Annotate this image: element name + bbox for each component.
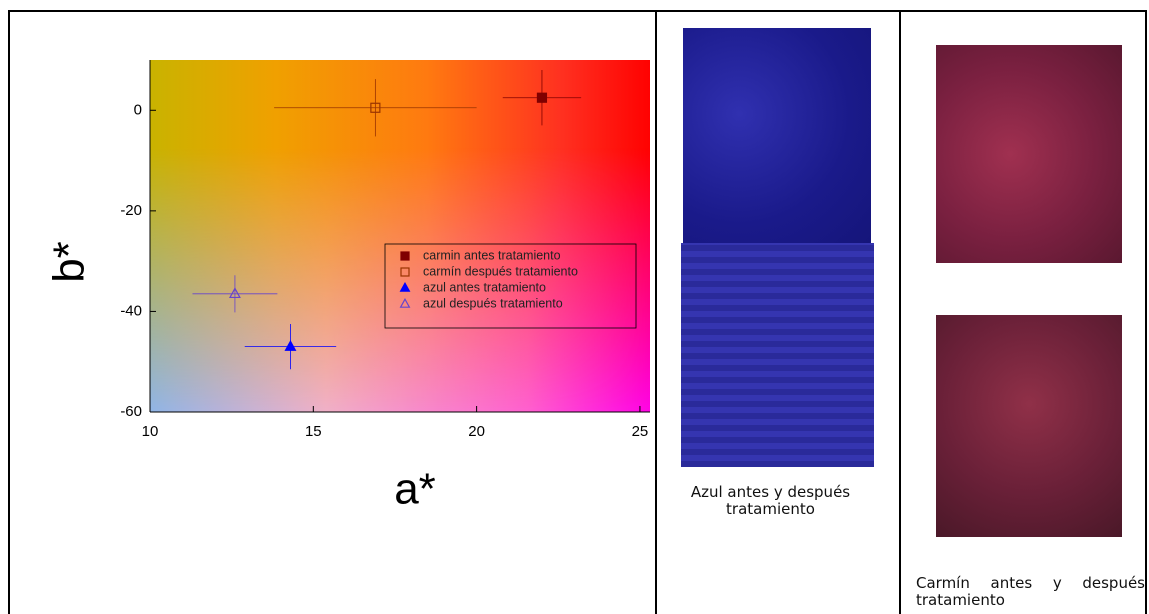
y-tick-label: -60: [120, 403, 142, 420]
photo: [681, 243, 874, 467]
marker: [228, 287, 241, 299]
x-tick-label: 15: [305, 423, 322, 440]
x-tick-label: 25: [632, 423, 649, 440]
marker: [284, 339, 297, 351]
x-tick-label: 20: [468, 423, 485, 440]
border-top: [8, 10, 1147, 12]
photo-caption: Carmín antes y después tratamiento: [916, 574, 1145, 609]
marker: [536, 92, 548, 103]
y-tick-label: -40: [120, 302, 142, 319]
legend-marker: [400, 251, 410, 261]
divider: [899, 10, 901, 614]
photo: [936, 315, 1122, 537]
x-tick-label: 10: [142, 423, 159, 440]
x-axis-label: a*: [394, 465, 436, 514]
legend-label: azul después tratamiento: [423, 296, 563, 310]
divider: [655, 10, 657, 614]
border-right: [1145, 10, 1147, 614]
legend-box: [384, 243, 637, 329]
y-tick-label: 0: [134, 101, 142, 118]
plot-background: [150, 60, 650, 412]
photo: [936, 45, 1122, 263]
photo: [683, 28, 871, 243]
legend-marker: [400, 267, 410, 277]
marker: [370, 102, 381, 113]
legend-marker: [399, 281, 411, 292]
legend-marker: [399, 297, 411, 308]
photo-caption: Azul antes y después tratamiento: [690, 483, 851, 518]
chart: a* b* 10 15 20 25 -60 -40 -20 0 carmin antes tra…: [45, 60, 650, 514]
legend-label: carmin antes tratamiento: [423, 248, 561, 262]
y-tick-label: -20: [120, 202, 142, 219]
y-axis-label: b*: [45, 241, 94, 283]
border-left: [8, 10, 10, 614]
legend-label: carmín después tratamiento: [423, 264, 578, 278]
legend-label: azul antes tratamiento: [423, 280, 546, 294]
